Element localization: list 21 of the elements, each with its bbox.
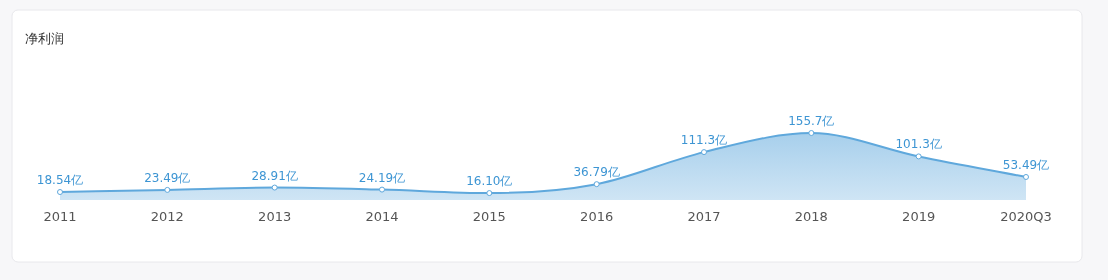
data-label: 101.3亿: [895, 137, 942, 152]
data-label: 16.10亿: [466, 174, 513, 189]
data-label: 36.79亿: [573, 165, 620, 180]
x-tick-label: 2012: [150, 209, 184, 224]
chart-title: 净利润: [25, 31, 64, 46]
x-tick-label: 2016: [580, 209, 614, 224]
data-label: 24.19亿: [358, 170, 406, 185]
x-tick-label: 2017: [687, 209, 721, 224]
data-label: 53.49亿: [1002, 157, 1050, 172]
x-tick-label: 2015: [472, 209, 506, 224]
data-label: 18.54亿: [36, 173, 84, 188]
data-label: 111.3亿: [680, 133, 728, 148]
x-tick-label: 2013: [258, 209, 292, 224]
data-label: 28.91亿: [251, 168, 298, 183]
x-tick-label: 2011: [43, 209, 77, 224]
x-tick-label: 2014: [365, 209, 399, 224]
x-tick-label: 2019: [902, 209, 936, 224]
x-tick-label: 2018: [794, 209, 828, 224]
data-label: 155.7亿: [788, 114, 835, 128]
x-tick-label: 2020Q3: [1000, 209, 1052, 224]
data-label: 23.49亿: [144, 170, 191, 185]
